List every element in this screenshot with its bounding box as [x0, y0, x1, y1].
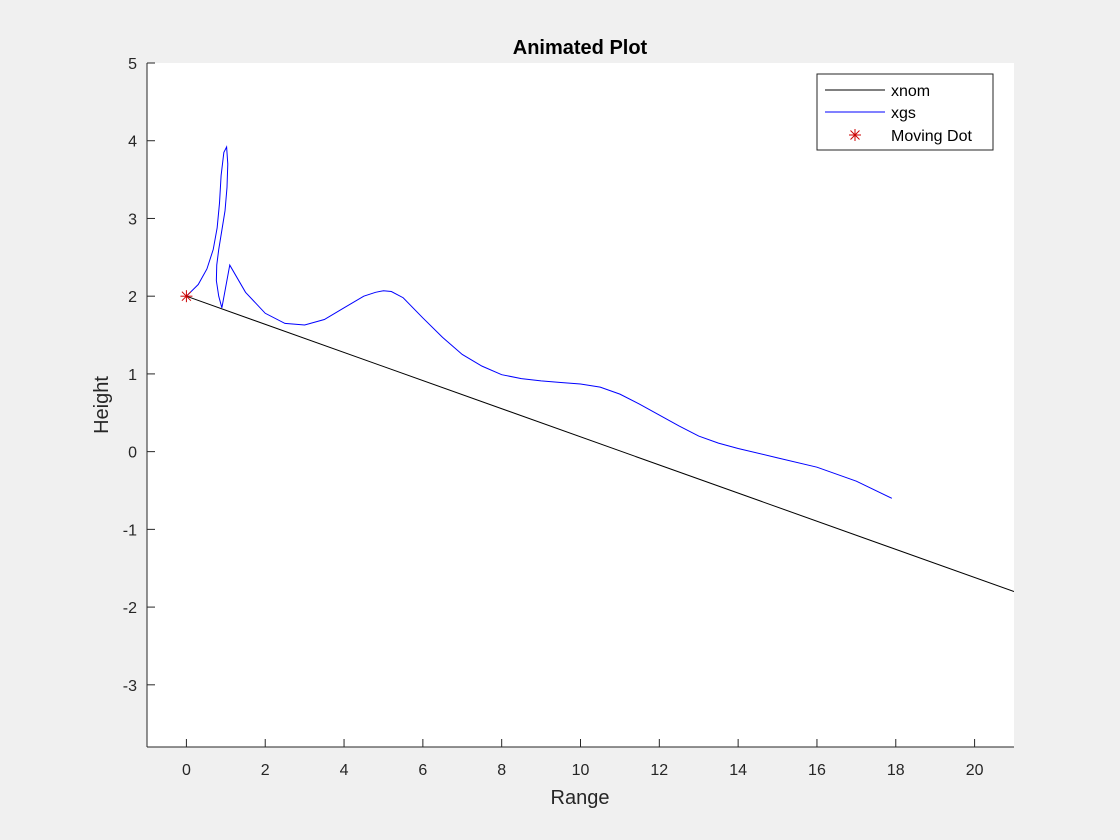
- y-tick-label: 4: [128, 134, 137, 151]
- plot-area-background: [147, 63, 1014, 747]
- legend-label-xnom: xnom: [891, 83, 930, 100]
- series-line-xnom: [186, 295, 1014, 593]
- x-tick-label: 14: [729, 762, 747, 779]
- x-tick-label: 0: [182, 762, 191, 779]
- series-line-xgs: [186, 145, 893, 499]
- y-tick-label: 5: [128, 56, 137, 73]
- x-tick-label: 10: [572, 762, 590, 779]
- y-tick-label: -2: [123, 600, 137, 617]
- series-layer: [180, 145, 1014, 593]
- y-tick-label: 0: [128, 445, 137, 462]
- y-tick-label: 3: [128, 211, 137, 228]
- x-tick-label: 8: [497, 762, 506, 779]
- y-axis-label: Height: [91, 376, 113, 434]
- x-tick-label: 16: [808, 762, 826, 779]
- x-tick-label: 2: [261, 762, 270, 779]
- x-tick-label: 18: [887, 762, 905, 779]
- x-tick-label: 6: [418, 762, 427, 779]
- y-tick-label: -3: [123, 678, 137, 695]
- series-point-moving-dot: [180, 290, 193, 303]
- x-tick-label: 20: [966, 762, 984, 779]
- x-tick-label: 4: [340, 762, 349, 779]
- x-tick-label: 12: [650, 762, 668, 779]
- x-axis-label: Range: [551, 787, 610, 809]
- y-tick-label: 2: [128, 289, 137, 306]
- legend-swatch-moving-dot: [849, 129, 861, 141]
- y-tick-label: -1: [123, 522, 137, 539]
- legend-label-moving-dot: Moving Dot: [891, 128, 972, 145]
- y-tick-label: 1: [128, 367, 137, 384]
- legend-label-xgs: xgs: [891, 105, 916, 122]
- chart-title: Animated Plot: [513, 37, 648, 59]
- legend: xnom xgs Moving Dot: [816, 73, 994, 151]
